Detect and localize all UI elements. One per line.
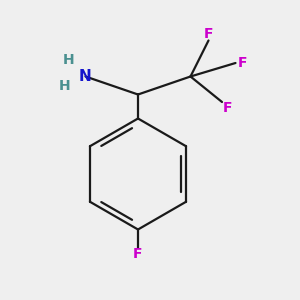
Text: H: H <box>59 79 70 92</box>
Text: F: F <box>237 56 247 70</box>
Text: N: N <box>79 69 92 84</box>
Text: F: F <box>204 27 213 41</box>
Text: H: H <box>63 53 75 67</box>
Text: F: F <box>133 247 143 261</box>
Text: F: F <box>223 101 233 115</box>
